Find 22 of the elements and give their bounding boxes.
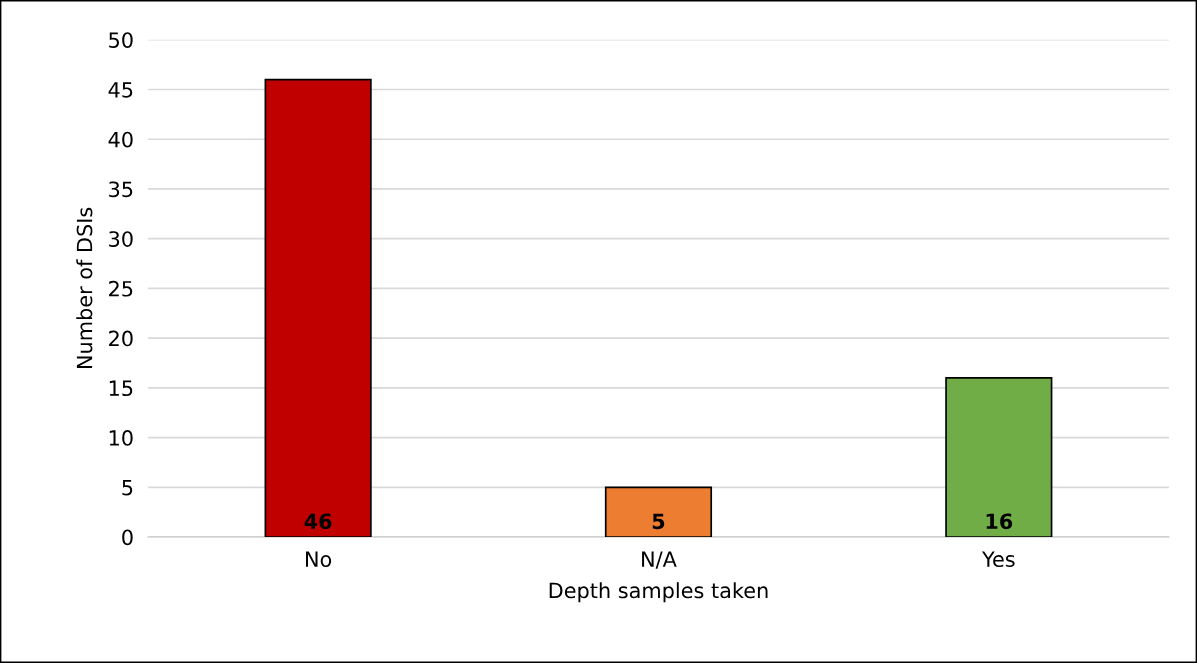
y-tick-label: 45	[108, 82, 133, 98]
data-label: 5	[652, 513, 665, 530]
y-tick-label: 5	[122, 480, 133, 496]
y-tick-label: 35	[109, 181, 133, 198]
y-tick-label: 50	[109, 32, 133, 48]
bar	[945, 377, 1053, 538]
bar	[264, 78, 372, 538]
y-tick-label: 0	[122, 529, 133, 546]
y-tick-label: 15	[109, 380, 133, 397]
x-tick-label: Yes	[981, 551, 1015, 568]
x-tick-label: N/A	[642, 551, 677, 569]
y-tick-label: 25	[109, 280, 133, 297]
x-tick-label: No	[306, 551, 332, 568]
y-tick-label: 20	[109, 330, 133, 347]
y-tick-label: 10	[109, 430, 133, 446]
x-axis-title: Depth samples taken	[549, 582, 768, 603]
y-axis-title: Number of DSIs	[76, 207, 93, 368]
data-label: 16	[986, 513, 1013, 530]
y-tick-label: 30	[109, 231, 133, 247]
y-tick-label: 40	[108, 131, 133, 148]
data-label: 46	[304, 513, 332, 530]
bar	[604, 486, 713, 538]
